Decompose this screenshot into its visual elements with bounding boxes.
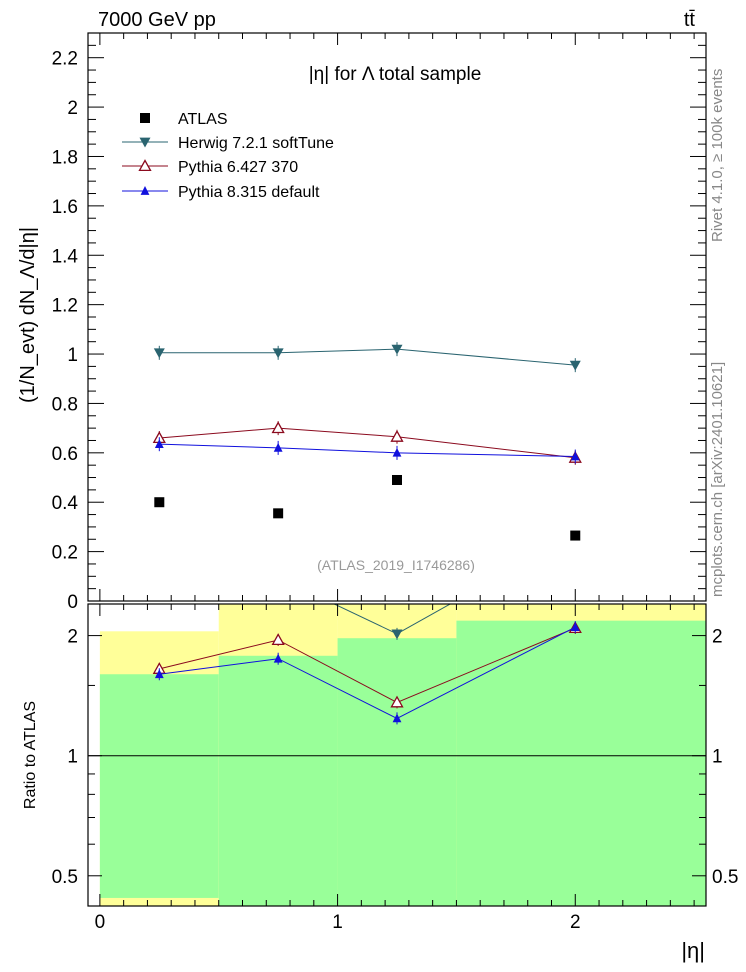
analysis-watermark: (ATLAS_2019_I1746286)	[317, 557, 475, 573]
ratio-point	[391, 629, 403, 640]
ratio-point	[273, 653, 283, 663]
ratio-point	[273, 573, 284, 583]
data-point	[570, 530, 581, 541]
main-y-axis-label: (1/N_evt) dN_Λ/d|η|	[17, 227, 39, 403]
y-tick-label: 2	[67, 98, 78, 119]
ratio-y-tick-label: 1	[67, 747, 78, 768]
legend-marker	[139, 137, 151, 148]
ratio-y-axis-label: Ratio to ATLAS	[22, 701, 39, 809]
data-point	[392, 474, 402, 485]
ratio-point	[392, 713, 402, 723]
data-point	[154, 497, 165, 508]
ratio-point	[390, 695, 404, 708]
data-point	[273, 442, 283, 452]
ratio-ticks: 0.5 1 2 0.5 1 2 0 1 2	[52, 604, 738, 933]
rivet-label: Rivet 4.1.0, ≥ 100k events	[709, 69, 726, 242]
data-point	[273, 508, 284, 519]
y-tick-label: 1.6	[52, 197, 78, 218]
ratio-y-tick-label: 2	[67, 627, 78, 648]
series-line-1	[159, 348, 576, 366]
ratio-y-tick-label: 0.5	[52, 867, 78, 888]
ratio-y-tick-label-right: 1	[712, 747, 723, 768]
y-tick-label: 1.4	[52, 246, 79, 267]
main-y-ticks: 0 0.2 0.4 0.6 0.8 1 1.2 1.4 1.6 1.8 2 2.2	[52, 32, 706, 613]
energy-label: 7000 GeV pp	[98, 9, 216, 31]
data-point	[392, 447, 402, 457]
legend-label: Herwig 7.2.1 softTune	[178, 135, 334, 152]
y-tick-label: 0.6	[52, 444, 78, 465]
legend-marker	[140, 113, 150, 123]
data-point	[153, 348, 165, 359]
data-point	[570, 451, 580, 461]
ratio-y-tick-label-right: 2	[712, 627, 723, 648]
data-point	[390, 429, 404, 442]
y-tick-label: 0.2	[52, 543, 78, 564]
ratio-point	[154, 669, 164, 679]
x-axis-label: |η|	[681, 938, 705, 963]
ratio-point	[570, 622, 580, 631]
legend: ATLAS Herwig 7.2.1 softTune Pythia 6.427 3…	[122, 111, 334, 201]
x-tick-label: 2	[570, 912, 581, 933]
data-point	[271, 421, 285, 434]
ratio-frame	[87, 603, 707, 907]
y-tick-label: 1.8	[52, 147, 78, 168]
uncertainty-band-green	[218, 655, 338, 906]
y-tick-label: 1	[67, 345, 78, 366]
y-tick-label: 0	[67, 592, 78, 613]
y-tick-label: 0.4	[52, 493, 79, 514]
series-line-2	[159, 427, 576, 459]
main-title: |η| for Λ total sample	[309, 64, 482, 85]
legend-label: ATLAS	[178, 111, 228, 128]
uncertainty-band-green	[337, 638, 457, 906]
ratio-series-line-1	[159, 627, 576, 703]
process-label: tt̄	[684, 9, 696, 31]
data-point	[272, 348, 284, 359]
data-point	[569, 360, 581, 371]
ratio-y-tick-label-right: 0.5	[712, 867, 738, 888]
y-tick-label: 2.2	[52, 49, 78, 70]
mcplots-label: mcplots.cern.ch [arXiv:2401.10621]	[709, 362, 726, 597]
uncertainty-band-green	[456, 620, 706, 906]
x-tick-label: 0	[95, 912, 106, 933]
data-point	[154, 439, 164, 449]
legend-label: Pythia 8.315 default	[178, 184, 320, 201]
uncertainty-band-green	[99, 674, 219, 898]
legend-marker	[140, 186, 150, 195]
y-tick-label: 0.8	[52, 394, 78, 415]
x-tick-label: 1	[332, 912, 343, 933]
data-point	[391, 344, 403, 355]
series-line-3	[159, 443, 576, 458]
ratio-series-line-2	[159, 626, 576, 719]
y-tick-label: 1.2	[52, 296, 78, 317]
legend-label: Pythia 6.427 370	[178, 159, 298, 176]
ratio-point	[271, 633, 285, 646]
legend-marker	[138, 159, 152, 172]
